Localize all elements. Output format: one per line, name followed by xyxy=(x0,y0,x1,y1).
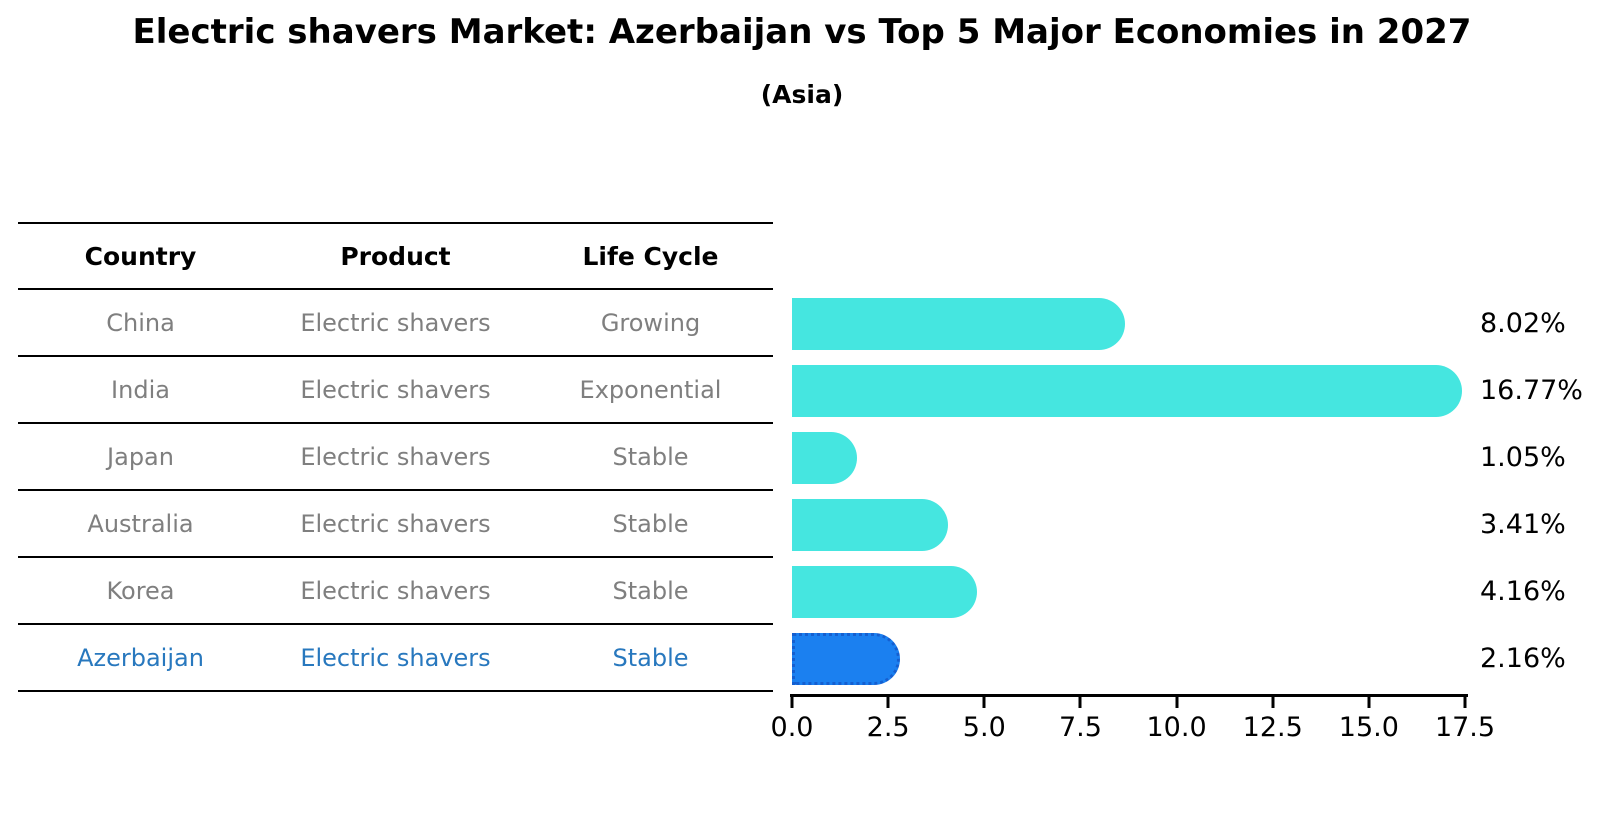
chart-subtitle: (Asia) xyxy=(760,80,844,109)
x-axis-tick-label: 15.0 xyxy=(1338,712,1399,743)
life-cycle-cell: Stable xyxy=(612,442,689,471)
column-header-country: Country xyxy=(84,241,197,271)
life-cycle-cell: Stable xyxy=(612,509,689,538)
value-label-korea: 4.16% xyxy=(1480,576,1566,607)
country-cell: China xyxy=(106,308,175,337)
life-cycle-cell: Exponential xyxy=(579,375,722,404)
table-row-china: China Electric shavers Growing xyxy=(18,290,773,357)
x-axis-tick xyxy=(790,697,794,708)
x-axis-tick-label: 0.0 xyxy=(770,712,814,743)
country-cell: Australia xyxy=(87,509,194,538)
value-label-india: 16.77% xyxy=(1480,375,1583,406)
x-axis-tick xyxy=(1175,697,1179,708)
life-cycle-cell: Growing xyxy=(600,308,701,337)
bar-india xyxy=(792,364,1462,417)
table-row-japan: Japan Electric shavers Stable xyxy=(18,424,773,491)
x-axis-tick-label: 17.5 xyxy=(1434,712,1496,743)
bar-australia xyxy=(792,498,949,551)
x-axis-tick-label: 5.0 xyxy=(962,712,1006,743)
product-cell: Electric shavers xyxy=(300,375,491,404)
product-cell: Electric shavers xyxy=(300,308,491,337)
country-cell: Azerbaijan xyxy=(77,643,204,672)
table-header-row: Country Product Life Cycle xyxy=(18,224,773,290)
product-cell: Electric shavers xyxy=(300,442,491,471)
life-cycle-cell: Stable xyxy=(612,576,689,605)
chart-title: Electric shavers Market: Azerbaijan vs T… xyxy=(132,12,1472,52)
column-header-life-cycle: Life Cycle xyxy=(582,241,719,271)
value-label-japan: 1.05% xyxy=(1480,442,1566,473)
x-axis-tick xyxy=(1367,697,1371,708)
table-row-korea: Korea Electric shavers Stable xyxy=(18,558,773,625)
country-cell: India xyxy=(111,375,170,404)
x-axis-tick xyxy=(1078,697,1082,708)
x-axis-tick xyxy=(1463,697,1467,708)
x-axis-tick xyxy=(982,697,986,708)
bar-korea xyxy=(792,565,977,618)
product-cell: Electric shavers xyxy=(300,643,491,672)
x-axis-tick-label: 10.0 xyxy=(1146,712,1207,743)
bar-china xyxy=(792,297,1126,350)
bar-japan xyxy=(792,431,858,484)
country-cell: Korea xyxy=(106,576,175,605)
x-axis-tick xyxy=(886,697,890,708)
product-cell: Electric shavers xyxy=(300,509,491,538)
table-row-india: India Electric shavers Exponential xyxy=(18,357,773,424)
table-row-australia: Australia Electric shavers Stable xyxy=(18,491,773,558)
x-axis-tick-label: 2.5 xyxy=(866,712,910,743)
product-cell: Electric shavers xyxy=(300,576,491,605)
x-axis-tick-label: 12.5 xyxy=(1242,712,1303,743)
bar-azerbaijan xyxy=(792,632,901,685)
bar-plot-area xyxy=(792,290,1468,692)
column-header-product: Product xyxy=(340,241,451,271)
table-row-azerbaijan: Azerbaijan Electric shavers Stable xyxy=(18,625,773,692)
x-axis-tick-label: 7.5 xyxy=(1058,712,1102,743)
country-cell: Japan xyxy=(107,442,174,471)
value-label-azerbaijan: 2.16% xyxy=(1480,643,1566,674)
x-axis-tick xyxy=(1271,697,1275,708)
life-cycle-cell: Stable xyxy=(612,643,689,672)
value-label-china: 8.02% xyxy=(1480,308,1566,339)
value-label-australia: 3.41% xyxy=(1480,509,1566,540)
x-axis-line xyxy=(790,694,1468,697)
country-info-table: Country Product Life Cycle China Electri… xyxy=(18,222,773,692)
